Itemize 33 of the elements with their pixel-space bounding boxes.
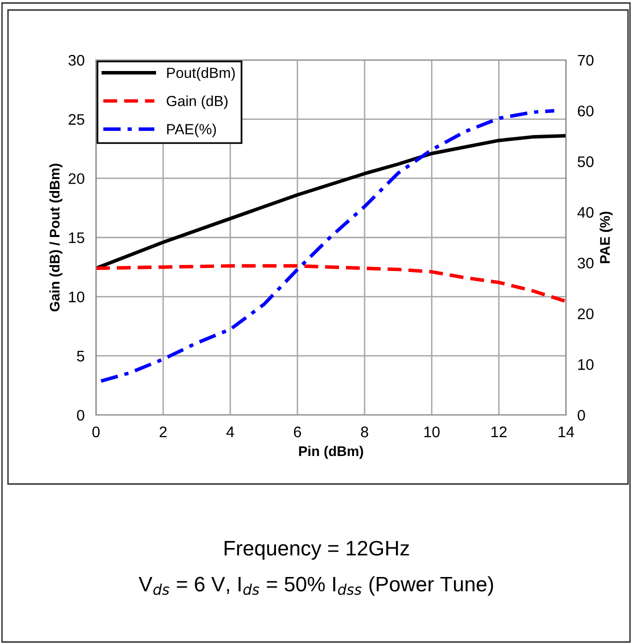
y2-tick-label: 10 [578,359,594,370]
y-tick-label: 30 [68,54,84,66]
y-tick-label: 10 [69,292,84,302]
y-tick-label: 20 [68,173,84,184]
legend-label: Gain (dB) [166,95,228,110]
y2-tick-label: 20 [578,308,594,320]
line-series [99,108,556,383]
y-tick-label: 0 [76,410,84,421]
legend-label: PAE(%) [167,124,216,138]
x-tick-label: 2 [160,426,167,438]
y2-tick-label: 0 [578,410,586,421]
y2-tick-label: 50 [578,156,594,168]
y-axis-title: Gain (dB) / Pout (dBm) [49,164,62,312]
x-tick-label: 0 [92,426,100,438]
y2-tick-label: 70 [578,54,594,66]
x-tick-label: 6 [294,426,302,438]
legend-label: Pout(dBm) [167,67,235,81]
x-tick-label: 10 [424,426,440,438]
x-tick-label: 4 [226,426,234,438]
y2-tick-label: 60 [578,106,594,116]
x-tick-label: 12 [492,426,507,438]
y-tick-label: 5 [77,350,84,362]
y2-tick-label: 30 [578,258,594,269]
text: V$_{ds}$ = 6 V, I$_{ds}$ = 50% I$_{dss}$ (Power Tune) [138,576,494,596]
y-tick-label: 25 [68,114,84,125]
y2-axis-title: PAE (%) [600,212,613,264]
line-series [96,264,566,304]
x-tick-label: 8 [360,426,368,438]
x-axis-title: Pin (dBm) [299,446,364,459]
text: Frequency = 12GHz [224,540,409,560]
y2-tick-label: 40 [577,207,594,218]
y-tick-label: 15 [69,232,84,244]
x-tick-label: 14 [558,426,574,438]
